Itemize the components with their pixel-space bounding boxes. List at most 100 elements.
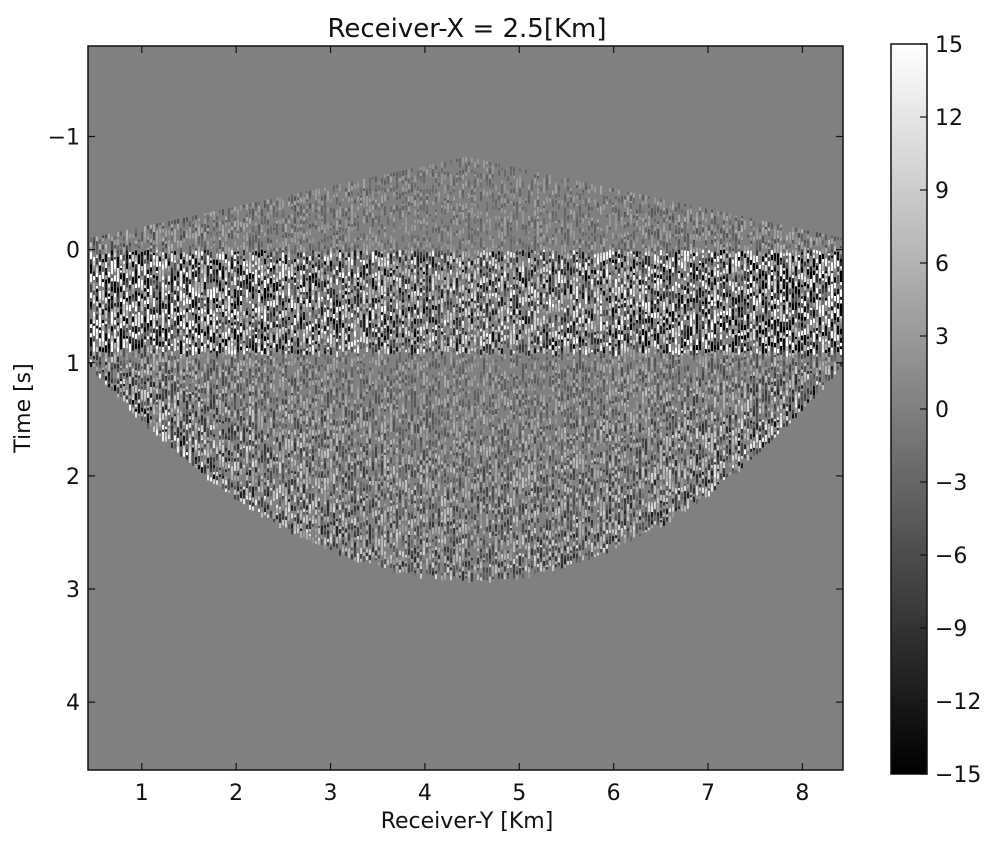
- trace-sample: [318, 270, 320, 273]
- trace-sample: [258, 450, 260, 456]
- trace-sample: [174, 290, 176, 295]
- trace-sample: [270, 287, 272, 294]
- trace-sample: [324, 540, 326, 545]
- trace-sample: [336, 294, 338, 298]
- trace-sample: [102, 271, 104, 275]
- trace-sample: [336, 226, 338, 232]
- trace-sample: [216, 467, 218, 472]
- trace-sample: [357, 388, 359, 395]
- trace-sample: [300, 481, 302, 486]
- trace-sample: [333, 301, 335, 306]
- trace-sample: [240, 368, 242, 371]
- trace-sample: [315, 401, 317, 407]
- trace-sample: [360, 307, 362, 312]
- trace-sample: [303, 474, 305, 480]
- trace-sample: [207, 245, 209, 250]
- trace-sample: [222, 293, 224, 300]
- trace-sample: [291, 334, 293, 338]
- trace-sample: [303, 342, 305, 349]
- trace-sample: [276, 423, 278, 428]
- trace-sample: [357, 490, 359, 495]
- trace-sample: [210, 299, 212, 305]
- trace-sample: [276, 229, 278, 235]
- trace-sample: [285, 310, 287, 317]
- trace-sample: [270, 456, 272, 460]
- trace-sample: [216, 480, 218, 485]
- trace-sample: [150, 283, 152, 286]
- trace-sample: [228, 336, 230, 341]
- trace-sample: [132, 234, 134, 238]
- trace-sample: [168, 415, 170, 420]
- trace-sample: [336, 317, 338, 321]
- trace-sample: [282, 404, 284, 411]
- trace-sample: [129, 280, 131, 286]
- trace-sample: [198, 323, 200, 330]
- trace-sample: [138, 335, 140, 338]
- trace-sample: [318, 272, 320, 279]
- trace-sample: [216, 308, 218, 312]
- trace-sample: [237, 315, 239, 319]
- trace-sample: [297, 357, 299, 360]
- trace-sample: [114, 338, 116, 343]
- trace-sample: [270, 308, 272, 313]
- trace-sample: [192, 452, 194, 457]
- trace-sample: [315, 432, 317, 437]
- trace-sample: [228, 313, 230, 317]
- trace-sample: [156, 326, 158, 330]
- trace-sample: [219, 305, 221, 309]
- trace-sample: [102, 323, 104, 326]
- trace-sample: [327, 194, 329, 200]
- trace-sample: [303, 531, 305, 538]
- trace-sample: [267, 381, 269, 385]
- trace-sample: [222, 389, 224, 394]
- trace-sample: [261, 329, 263, 332]
- trace-sample: [351, 374, 353, 378]
- trace-sample: [243, 343, 245, 346]
- trace-sample: [210, 314, 212, 317]
- trace-sample: [180, 234, 182, 241]
- trace-sample: [285, 500, 287, 506]
- trace-sample: [234, 313, 236, 316]
- trace-sample: [228, 277, 230, 283]
- trace-sample: [144, 327, 146, 332]
- trace-sample: [252, 491, 254, 498]
- trace-sample: [174, 375, 176, 382]
- trace-sample: [327, 322, 329, 327]
- trace-sample: [162, 222, 164, 226]
- trace-sample: [186, 364, 188, 367]
- trace-sample: [324, 321, 326, 326]
- trace-sample: [153, 338, 155, 341]
- trace-sample: [345, 532, 347, 537]
- trace-sample: [225, 393, 227, 397]
- trace-sample: [234, 220, 236, 224]
- trace-sample: [219, 372, 221, 378]
- trace-sample: [312, 305, 314, 308]
- trace-sample: [144, 255, 146, 260]
- trace-sample: [249, 445, 251, 451]
- trace-sample: [354, 539, 356, 543]
- trace-sample: [291, 393, 293, 396]
- trace-sample: [144, 336, 146, 340]
- trace-sample: [141, 381, 143, 385]
- trace-sample: [261, 387, 263, 391]
- trace-sample: [132, 361, 134, 367]
- trace-sample: [204, 385, 206, 388]
- trace-sample: [126, 283, 128, 288]
- trace-sample: [219, 237, 221, 241]
- trace-sample: [198, 293, 200, 298]
- trace-sample: [273, 205, 275, 211]
- trace-sample: [234, 231, 236, 236]
- trace-sample: [342, 552, 344, 556]
- trace-sample: [297, 523, 299, 528]
- trace-sample: [273, 513, 275, 519]
- trace-sample: [288, 201, 290, 205]
- trace-sample: [258, 481, 260, 487]
- trace-sample: [318, 451, 320, 457]
- trace-sample: [138, 413, 140, 416]
- trace-sample: [171, 227, 173, 232]
- trace-sample: [225, 412, 227, 418]
- trace-sample: [240, 336, 242, 341]
- trace-sample: [354, 452, 356, 459]
- trace-sample: [252, 322, 254, 328]
- trace-sample: [144, 303, 146, 308]
